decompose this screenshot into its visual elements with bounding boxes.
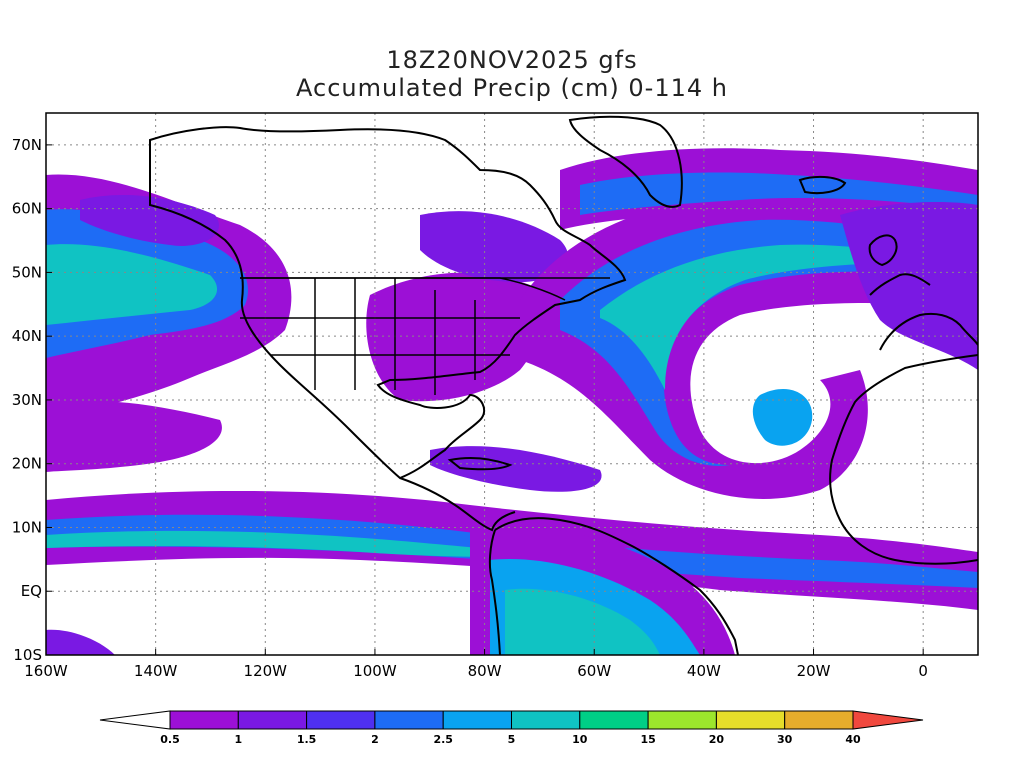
central-america-coast [399, 477, 516, 532]
precip-region-greenland-inner [580, 172, 978, 215]
lat-tick-label: 70N [12, 136, 42, 154]
precip-region-atlantic-core [600, 244, 940, 390]
colorbar-segment [169, 710, 239, 730]
british-isles-coast [868, 234, 898, 267]
lat-tick-label: EQ [21, 582, 42, 600]
lat-tick-label: 50N [12, 263, 42, 281]
colorbar-level-label: 5 [508, 733, 516, 746]
axis-ticks: 160W 140W 120W 100W 80W 60W 40W 20W 0 70N 60N 50N 40… [12, 136, 928, 680]
colorbar-segment [784, 710, 854, 730]
colorbar-over-arrow [852, 710, 924, 730]
precip-region-central-us [366, 272, 545, 402]
colorbar-level-label: 20 [709, 733, 725, 746]
colorbar-under-arrow [99, 710, 171, 730]
colorbar: 0.5 1 1.5 2 2.5 5 10 15 20 30 40 [99, 710, 924, 746]
precip-region-atlantic-swirl [752, 389, 813, 446]
colorbar-level-label: 30 [777, 733, 793, 746]
precip-field [46, 148, 978, 655]
iceland-coast [798, 175, 847, 195]
map-subtitle: Accumulated Precip (cm) 0-114 h [296, 74, 728, 102]
lon-tick-label: 40W [687, 662, 721, 680]
lat-tick-label: 10N [12, 518, 42, 536]
colorbar-level-label: 40 [845, 733, 861, 746]
precip-region-subtrop-pacific [46, 400, 222, 472]
precip-region-itcz-core [46, 530, 560, 557]
colorbar-level-label: 1.5 [297, 733, 317, 746]
lat-tick-label: 20N [12, 455, 42, 473]
colorbar-segment [442, 710, 513, 730]
greenland-coast [568, 115, 683, 208]
precip-region-europe [840, 202, 978, 370]
lat-lon-grid [46, 113, 978, 655]
colorbar-level-label: 0.5 [160, 733, 180, 746]
colorbar-segment [306, 710, 376, 730]
precip-region-southwest-pacific [46, 629, 115, 655]
colorbar-level-label: 15 [640, 733, 655, 746]
lat-tick-label: 60N [12, 200, 42, 218]
precip-region-alaska [80, 195, 219, 246]
coastlines [149, 115, 978, 655]
cuba-coast [447, 456, 513, 471]
colorbar-level-label: 10 [572, 733, 588, 746]
precip-region-south-america-core [505, 588, 660, 655]
colorbar-segment [579, 710, 649, 730]
lon-tick-label: 80W [468, 662, 502, 680]
north-america-coast [149, 126, 627, 480]
lon-tick-label: 60W [577, 662, 611, 680]
lon-tick-label: 100W [353, 662, 397, 680]
canada-border [240, 277, 566, 301]
colorbar-segment [374, 710, 444, 730]
lon-tick-label: 20W [797, 662, 831, 680]
precip-region-hudson [420, 211, 568, 283]
map-title: 18Z20NOV2025 gfs [386, 46, 638, 74]
map-frame [45, 112, 979, 656]
lon-tick-label: 120W [244, 662, 288, 680]
lat-tick-label: 10S [13, 646, 42, 664]
lat-tick-label: 30N [12, 391, 42, 409]
lon-tick-label: 0 [918, 662, 928, 680]
precip-region-pacific-inner [46, 244, 218, 325]
colorbar-level-label: 2.5 [433, 733, 453, 746]
africa-coast [829, 354, 978, 565]
lon-tick-label: 160W [24, 662, 68, 680]
colorbar-segment [237, 710, 308, 730]
colorbar-level-label: 1 [234, 733, 242, 746]
colorbar-segment [511, 710, 581, 730]
colorbar-segment [715, 710, 786, 730]
colorbar-segment [647, 710, 717, 730]
colorbar-level-label: 2 [371, 733, 379, 746]
lon-tick-label: 140W [134, 662, 178, 680]
south-america-coast [488, 517, 739, 655]
europe-coast [869, 273, 978, 351]
precip-region-caribbean [430, 446, 602, 492]
lat-tick-label: 40N [12, 327, 42, 345]
